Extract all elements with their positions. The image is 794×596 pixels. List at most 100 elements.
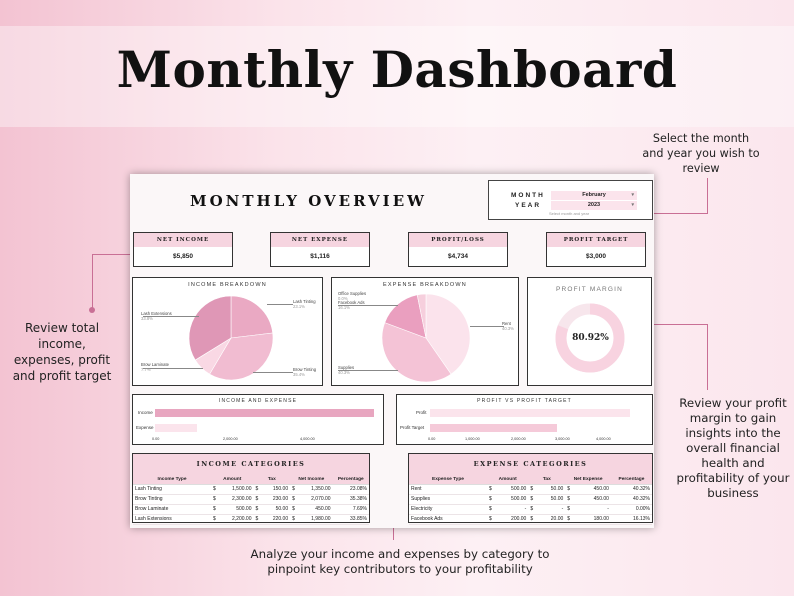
kpi-label: PROFIT TARGET [547, 233, 645, 247]
value-cell: 230.00 [263, 494, 291, 505]
slice-name: Brow Laminate [141, 362, 169, 367]
month-label: MONTH [511, 192, 545, 199]
expense-pie-chart [381, 293, 471, 383]
slice-name: Rent [502, 321, 511, 326]
slice-pct: 40.3% [338, 370, 350, 375]
income-expense-panel: INCOME AND EXPENSE Income Expense 0.00 2… [132, 394, 384, 445]
bar-label-expense: Expense [136, 425, 154, 430]
table-row: Brow Laminate $500.00 $50.00 $450.00 7.69% [133, 504, 369, 515]
currency-cell: $ [487, 504, 498, 515]
currency-cell: $ [253, 504, 263, 515]
sheet-title: MONTHLY OVERVIEW [190, 192, 427, 210]
value-cell: - [539, 504, 566, 515]
profit-margin-donut [555, 303, 625, 373]
slice-label-brow-laminate: Brow Laminate 7.7% [141, 362, 169, 372]
kpi-label: NET INCOME [134, 233, 232, 247]
currency-cell: $ [528, 504, 540, 515]
pie-slice-lash-extensions [188, 295, 232, 361]
year-dropdown[interactable]: 2023 ▾ [551, 201, 637, 210]
slice-name: Facebook Ads [338, 300, 365, 305]
pointer-line-select-h [638, 213, 708, 214]
kpi-net-income: NET INCOME $5,850 [133, 232, 233, 267]
month-dropdown[interactable]: February ▾ [551, 191, 637, 200]
currency-cell: $ [565, 494, 578, 505]
table-row: Facebook Ads $200.00 $20.00 $180.00 16.13% [409, 514, 652, 525]
chevron-down-icon: ▾ [631, 202, 634, 208]
table-header-row: Expense Type Amount Tax Net Expense Perc… [409, 475, 652, 485]
category-name-cell: Electricity [409, 504, 487, 515]
value-cell: 450.00 [299, 504, 333, 515]
column-header: Tax [528, 475, 566, 485]
value-cell: 220.00 [263, 514, 291, 525]
value-cell: 1,500.00 [220, 484, 254, 495]
value-cell: 180.00 [577, 514, 611, 525]
axis-tick: 1,000.00 [465, 437, 480, 441]
income-categories-table: INCOME CATEGORIES Income Type Amount Tax… [132, 453, 370, 525]
pie-slice-brow-tinting [209, 332, 274, 381]
kpi-value: $5,850 [173, 253, 193, 260]
slice-label-office-supplies: Office Supplies 0.0% [338, 291, 366, 301]
pie-slice-supplies [381, 322, 452, 383]
value-cell: 150.00 [263, 484, 291, 495]
column-header: Tax [253, 475, 291, 485]
slice-pct: 7.7% [141, 367, 151, 372]
pointer-line-review-h [92, 254, 137, 255]
axis-tick: 0.00 [152, 437, 160, 441]
table-header-row: Income Type Amount Tax Net Income Percen… [133, 475, 369, 485]
currency-cell: $ [290, 504, 300, 515]
income-pie-chart [188, 295, 274, 381]
bar-label-profit: Profit [416, 410, 427, 415]
leader-line [143, 316, 199, 317]
category-name-cell: Facebook Ads [409, 514, 487, 525]
month-dropdown-value: February [582, 192, 606, 198]
kpi-net-expense: NET EXPENSE $1,116 [270, 232, 370, 267]
leader-line [143, 368, 203, 369]
axis-tick: 3,000.00 [555, 437, 570, 441]
category-name-cell: Lash Tinting [133, 484, 211, 495]
column-header: Expense Type [409, 475, 487, 485]
value-cell: 50.00 [539, 484, 566, 495]
currency-cell: $ [211, 494, 221, 505]
value-cell: - [577, 504, 611, 515]
leader-line [338, 305, 398, 306]
kpi-value: $4,734 [448, 253, 468, 260]
selector-hint: Select month and year [549, 211, 590, 216]
value-cell: 16.13% [610, 514, 652, 525]
profit-vs-target-panel: PROFIT VS PROFIT TARGET Profit Profit Ta… [396, 394, 653, 445]
page-title: Monthly Dashboard [116, 40, 678, 99]
currency-cell: $ [565, 504, 578, 515]
panel-title: INCOME AND EXPENSE [218, 398, 298, 404]
pie-slice-facebook-ads [384, 294, 427, 339]
currency-cell: $ [487, 514, 498, 525]
table-row: Brow Tinting $2,300.00 $230.00 $2,070.00 35.… [133, 494, 369, 505]
value-cell: 40.32% [610, 484, 652, 495]
value-cell: 20.00 [539, 514, 566, 525]
category-name-cell: Lash Extensions [133, 514, 211, 525]
expense-bar [155, 424, 197, 432]
value-cell: 40.32% [610, 494, 652, 505]
value-cell: 0.00% [610, 504, 652, 515]
value-cell: 23.08% [332, 484, 369, 495]
callout-select-month: Select the month and year you wish to re… [642, 132, 760, 175]
value-cell: 450.00 [577, 484, 611, 495]
slice-name: Brow Tinting [293, 367, 317, 372]
currency-cell: $ [565, 484, 578, 495]
pointer-line-margin [707, 324, 708, 390]
pointer-line-margin-h [650, 324, 708, 325]
currency-cell: $ [528, 484, 540, 495]
slice-pct: 16.1% [338, 305, 350, 310]
panel-title: EXPENSE BREAKDOWN [383, 282, 467, 288]
axis-tick: 2,000.00 [223, 437, 238, 441]
value-cell: 450.00 [577, 494, 611, 505]
leader-line [338, 370, 398, 371]
pointer-line-select [707, 178, 708, 214]
currency-cell: $ [253, 494, 263, 505]
value-cell: 7.69% [332, 504, 369, 515]
pie-slice-lash-tinting [230, 295, 274, 339]
pie-slice-rent [425, 293, 471, 375]
slice-name: Lash Tinting [293, 299, 316, 304]
panel-title: PROFIT MARGIN [555, 286, 624, 293]
currency-cell: $ [290, 484, 300, 495]
category-name-cell: Brow Tinting [133, 494, 211, 505]
slice-label-brow-tinting: Brow Tinting 35.4% [293, 367, 316, 377]
